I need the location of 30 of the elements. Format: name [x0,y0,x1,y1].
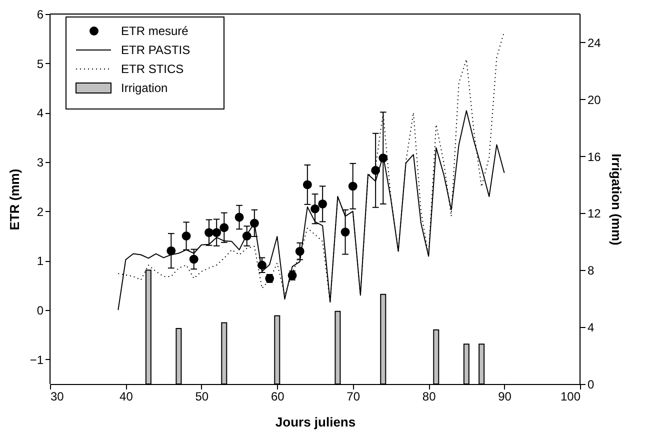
x-tick-label: 50 [195,390,209,404]
x-tick-label: 80 [422,390,436,404]
y-tick-label: 5 [36,56,44,71]
y2-tick-label: 12 [588,206,602,221]
y2-tick-label: 16 [588,150,602,164]
x-tick-label: 40 [120,390,134,404]
y2-tick-label: 4 [588,320,594,335]
legend-label: ETR mesuré [121,24,189,38]
x-tick-label: 30 [50,390,64,404]
y2-axis-title: Irrigation (mm) [608,154,624,246]
legend-label: Irrigation [121,81,168,95]
x-tick-label: 70 [346,390,360,404]
y-tick-label: 1 [36,254,44,268]
y-tick-label: 3 [36,156,44,170]
y-tick-label: −1 [30,352,44,367]
y2-tick-label: 0 [588,378,594,392]
y2-tick-label: 24 [588,36,602,50]
x-tick-label: 60 [270,390,285,404]
x-tick-label: 90 [498,390,512,404]
x-axis-title: Jours juliens [275,414,356,430]
legend-label: ETR PASTIS [121,43,190,57]
y-axis-title: ETR (mm) [6,168,22,230]
x-tick-label: 100 [560,390,581,404]
y-tick-label: 0 [36,304,44,318]
y-tick-label: 6 [36,8,44,22]
y2-tick-label: 20 [588,92,602,107]
y-tick-label: 2 [36,204,44,219]
legend-label: ETR STICS [121,62,184,76]
y2-tick-label: 8 [588,264,594,278]
y-tick-label: 4 [36,106,44,120]
